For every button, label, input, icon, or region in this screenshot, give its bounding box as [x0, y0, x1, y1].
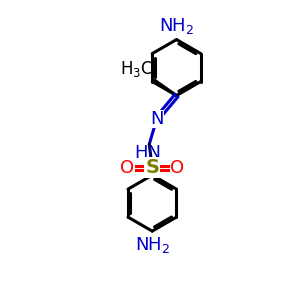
Text: NH$_2$: NH$_2$: [135, 235, 170, 255]
Text: HN: HN: [134, 144, 161, 162]
Text: N: N: [150, 110, 164, 128]
Text: S: S: [145, 158, 159, 177]
Text: O: O: [120, 159, 134, 177]
Text: O: O: [170, 159, 184, 177]
Text: NH$_2$: NH$_2$: [159, 16, 194, 36]
Text: H$_3$C: H$_3$C: [120, 59, 153, 79]
